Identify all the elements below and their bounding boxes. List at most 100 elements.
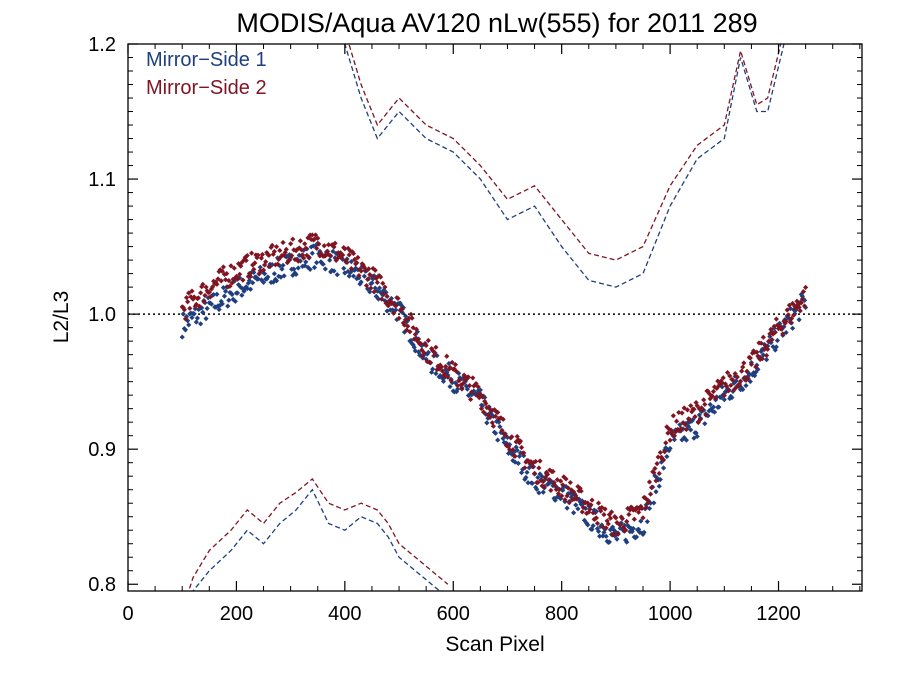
series-2-point <box>692 414 698 420</box>
series-2-point <box>608 509 615 515</box>
series-2-point <box>548 487 554 494</box>
series-2-point <box>409 315 415 321</box>
series-2-point <box>264 249 270 256</box>
series-1-point <box>636 526 642 533</box>
series-2-point <box>739 368 745 374</box>
series-1-point <box>250 280 256 286</box>
series-2-point <box>229 280 235 286</box>
series-2-point <box>468 396 474 403</box>
series-2-point <box>627 507 633 513</box>
series-2-point <box>371 289 377 295</box>
series-1-point <box>572 491 578 497</box>
series-1-point <box>307 266 313 273</box>
series-2-point <box>413 326 419 332</box>
series-1-point <box>653 489 659 495</box>
series-2-point <box>273 244 280 250</box>
series-1-point <box>727 395 733 402</box>
y-tick-label: 0.8 <box>88 574 116 596</box>
series-2-point <box>360 262 366 268</box>
series-1-point <box>327 257 333 263</box>
series-2-point <box>487 414 493 420</box>
series-1-point <box>484 420 490 426</box>
series-2-point <box>463 376 469 383</box>
series-2-point <box>365 276 371 282</box>
series-2-point <box>801 303 808 309</box>
series-2-point <box>525 458 531 464</box>
series-1-point <box>402 313 409 319</box>
series-1-point <box>299 263 306 269</box>
series-2-point <box>790 300 796 307</box>
series-2-point <box>259 251 266 258</box>
series-2-point <box>702 401 708 408</box>
series-2-point <box>461 372 467 378</box>
series-1-point <box>351 267 358 273</box>
series-1-point <box>383 289 389 295</box>
series-2-point <box>438 364 444 370</box>
series-1-point <box>279 266 285 272</box>
series-2-point <box>439 368 446 374</box>
series-2-point <box>651 470 657 476</box>
series-1-point <box>257 264 263 270</box>
axis-ticks <box>127 43 862 591</box>
series-2-point <box>546 477 552 483</box>
series-1-point <box>376 285 383 291</box>
series-2-point <box>649 484 655 490</box>
series-2-point <box>787 319 794 326</box>
series-1-point <box>660 465 667 471</box>
series-2-point <box>220 264 227 270</box>
series-2-point <box>342 246 348 252</box>
series-1-point <box>732 373 738 379</box>
series-2-point <box>518 444 525 451</box>
series-1-point <box>309 250 315 256</box>
series-1-point <box>219 301 225 307</box>
series-1-point <box>637 529 643 535</box>
series-2-point <box>384 293 390 300</box>
series-1-point <box>621 522 628 528</box>
series-2-point <box>469 389 475 395</box>
series-1-point <box>629 529 635 535</box>
series-2-point <box>542 474 549 480</box>
series-1-point <box>770 344 776 350</box>
series-2-point <box>601 511 607 518</box>
series-1-point <box>557 495 564 502</box>
series-2-point <box>499 427 505 433</box>
series-2-point <box>351 256 358 263</box>
series-2-point <box>478 405 485 412</box>
series-1-point <box>367 289 373 295</box>
series-2-point <box>688 403 694 409</box>
series-2-point <box>211 278 217 284</box>
series-2-point <box>280 239 286 246</box>
series-2-point <box>507 447 513 453</box>
series-1-point <box>664 453 670 460</box>
series-1-point <box>526 465 532 471</box>
series-2-point <box>701 397 707 403</box>
series-1-point <box>358 279 364 285</box>
series-1-point <box>239 292 245 298</box>
series-1-point <box>361 273 367 279</box>
series-1-point <box>575 506 581 512</box>
series-1-point <box>179 334 185 340</box>
series-2-point <box>252 260 258 266</box>
series-1-point <box>652 473 658 479</box>
series-points <box>179 232 809 545</box>
series-2-point <box>361 264 367 270</box>
series-2-point <box>373 275 379 281</box>
series-1-point <box>509 451 515 457</box>
series-2-point <box>325 242 332 248</box>
series-2-point <box>187 305 193 311</box>
series-1-point <box>333 250 339 257</box>
series-2-point <box>759 356 765 362</box>
series-2-point <box>189 288 195 294</box>
series-2-point <box>246 270 253 277</box>
series-2-point <box>644 497 650 503</box>
series-2-point <box>410 325 416 331</box>
series-2-point <box>724 369 731 376</box>
series-1-point <box>414 329 421 335</box>
x-tick-label: 1200 <box>756 603 801 625</box>
series-2-point <box>676 409 682 416</box>
series-1-point <box>350 273 357 279</box>
series-2-point <box>297 238 303 244</box>
series-2-point <box>240 277 246 283</box>
series-1-point <box>439 375 446 381</box>
series-2-point <box>289 252 295 259</box>
